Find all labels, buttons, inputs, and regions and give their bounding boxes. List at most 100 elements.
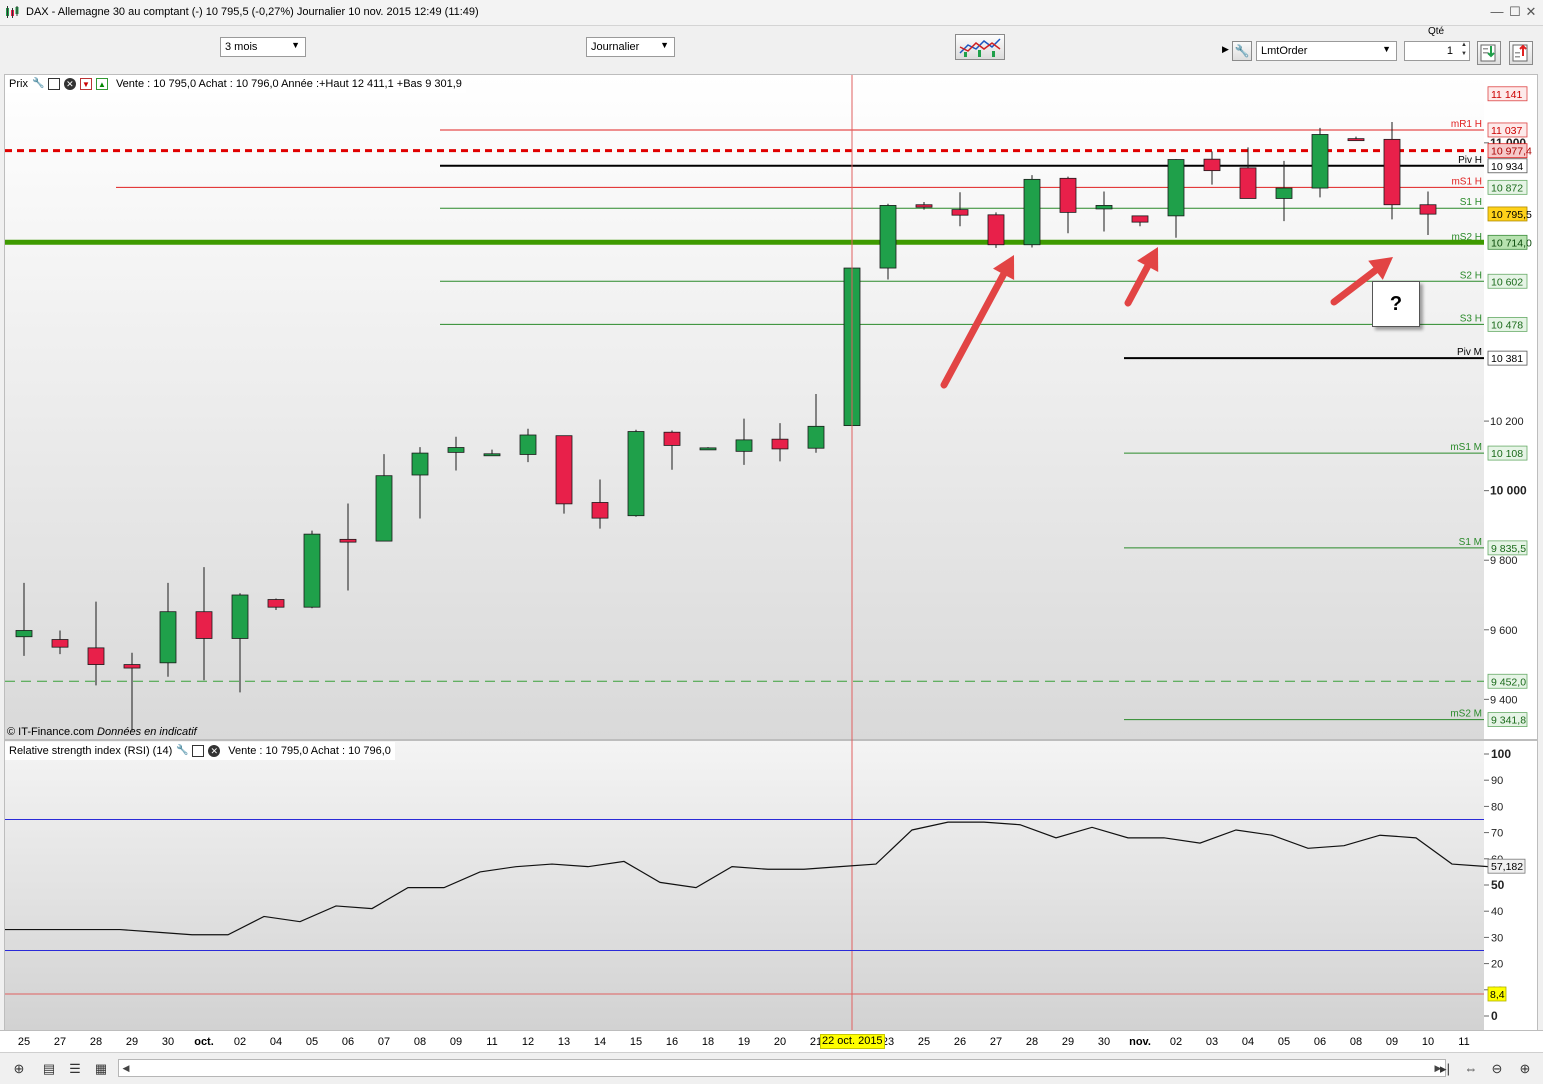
rsi-current-box [1487,858,1526,874]
candle[interactable] [879,203,897,280]
candle[interactable] [1167,159,1185,238]
rsi-line[interactable] [5,821,1489,936]
period-select[interactable]: 3 mois ▼ [220,37,306,57]
zoom-out-icon[interactable]: ⊖ [1491,1061,1503,1076]
maximize-panel-icon[interactable] [47,78,60,90]
candle[interactable] [519,428,537,463]
candle[interactable] [51,630,69,655]
scroll-left-icon[interactable]: ◀ [122,1063,130,1073]
candle[interactable] [375,454,393,542]
maximize-panel-icon[interactable] [192,745,205,757]
candle[interactable] [1239,147,1257,199]
chevron-down-icon: ▼ [291,40,300,50]
date-tick-label: 04 [1241,1036,1255,1048]
candle[interactable] [663,430,681,470]
price-tag: 9 835,5 [1487,540,1528,556]
candle[interactable] [483,449,501,457]
qty-label: Qté [1428,26,1445,37]
qty-stepper[interactable]: ▲ ▼ [1461,42,1467,57]
candle-body [231,594,249,639]
zoom-all-icon[interactable]: ⇔ [1464,1061,1478,1076]
strategy-chart-icon [959,38,1001,57]
candle[interactable] [591,479,609,529]
period-select-value: 3 mois [225,41,258,53]
buy-order-icon [1480,44,1496,62]
horizontal-scrollbar[interactable]: ◀ ▶ [118,1059,1446,1077]
draw-tools-icon[interactable]: ▦ [94,1061,108,1076]
interval-select[interactable]: Journalier ▼ [586,37,675,57]
candle[interactable] [1023,175,1041,248]
rsi-current-label: 57,182 [1491,861,1523,873]
candle[interactable] [699,447,717,451]
wrench-icon[interactable]: 🔧 [31,78,45,89]
chart-canvas[interactable]: mR1 H Piv H mS1 H S1 H mS2 H S2 H S3 H Piv M mS1… [0,0,1543,1030]
end-icon[interactable]: ▸| [1440,1061,1450,1076]
candle[interactable] [303,530,321,609]
wrench-icon[interactable]: 🔧 [176,745,189,756]
candle[interactable] [1131,215,1149,227]
candle[interactable] [1095,191,1113,232]
buy-order-button[interactable] [1477,41,1501,65]
move-down-icon[interactable]: ▼ [79,78,92,90]
candle[interactable] [123,652,141,731]
candle[interactable] [15,582,33,656]
date-tick-label: 29 [1061,1036,1075,1048]
candle[interactable] [627,429,645,517]
close-panel-icon[interactable]: ✕ [208,745,221,757]
copyright-disclaimer: Données en indicatif [97,726,197,738]
close-panel-icon[interactable]: ✕ [63,78,76,90]
candle[interactable] [771,423,789,462]
candle[interactable] [159,582,177,677]
candle[interactable] [87,601,105,686]
order-settings-button[interactable]: 🔧 [1232,41,1252,61]
crosshair-icon[interactable]: ⊕ [13,1061,25,1076]
candle[interactable] [267,598,285,610]
price-panel[interactable] [4,74,1538,740]
candle[interactable] [411,447,429,519]
order-type-select[interactable]: LmtOrder ▼ [1256,41,1397,61]
zoom-in-icon[interactable]: ⊕ [1519,1061,1531,1076]
price-tag-box [1487,350,1528,366]
candle[interactable] [195,567,213,681]
candle[interactable] [1347,136,1365,142]
price-axis [1484,75,1537,739]
pivot-label: S2 H [1460,270,1482,281]
price-tag: 9 452,0 [1487,673,1528,689]
date-tick-label: 29 [125,1036,139,1048]
candle[interactable] [915,201,933,210]
candle[interactable] [1419,191,1437,235]
move-up-icon[interactable]: ▲ [95,78,108,90]
maximize-icon[interactable]: ☐ [1509,4,1521,19]
date-tick-label: 27 [53,1036,67,1048]
candle[interactable] [555,435,573,514]
candle-body [267,599,285,608]
price-tag: 10 478 [1487,316,1528,332]
price-tag-label: 11 037 [1491,125,1522,137]
close-icon[interactable]: ✕ [1525,4,1537,19]
strategy-chart-button[interactable] [955,34,1005,60]
candle[interactable] [807,393,825,453]
scroll-right-icon[interactable]: ▶ [1434,1063,1442,1073]
date-tick-label: 26 [953,1036,967,1048]
candle[interactable] [1311,127,1329,198]
list-icon[interactable]: ☰ [69,1061,81,1076]
price-tag-box [1487,273,1528,289]
candle[interactable] [735,418,753,465]
candle[interactable] [1059,176,1077,234]
candle[interactable] [987,212,1005,248]
candle[interactable] [231,593,249,693]
candle[interactable] [447,436,465,471]
candle[interactable] [1275,160,1293,222]
candle[interactable] [1383,121,1401,220]
interval-select-value: Journalier [591,41,640,53]
candle[interactable] [339,503,357,591]
qty-input[interactable]: 1 [1404,41,1470,61]
candle[interactable] [951,192,969,227]
sheet-icon[interactable]: ▤ [42,1061,56,1076]
date-tick-label: 23 [881,1036,895,1048]
minimize-icon[interactable]: — [1490,4,1504,19]
candle[interactable] [1203,151,1221,185]
panel-toggle-icon[interactable]: ▶ [1222,44,1229,54]
sell-order-button[interactable] [1509,41,1533,65]
